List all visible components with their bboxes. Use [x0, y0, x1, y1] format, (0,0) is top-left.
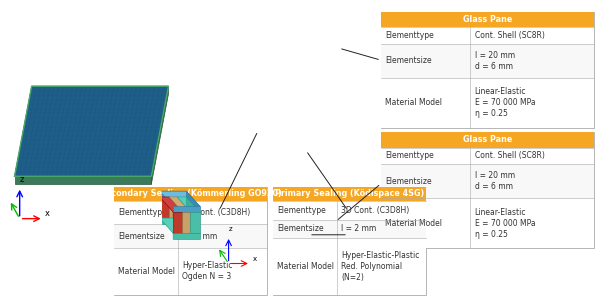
Polygon shape [173, 206, 200, 212]
Text: Elementtype: Elementtype [385, 151, 434, 160]
FancyBboxPatch shape [381, 78, 594, 128]
FancyBboxPatch shape [273, 238, 426, 295]
Text: Secondary Sealing (Kömmerling GO920): Secondary Sealing (Kömmerling GO920) [100, 189, 281, 198]
FancyBboxPatch shape [114, 187, 267, 295]
Text: 3D Cont. (C3D8H): 3D Cont. (C3D8H) [341, 206, 410, 215]
FancyBboxPatch shape [114, 187, 267, 201]
Text: l = 2 mm: l = 2 mm [182, 231, 218, 240]
Polygon shape [160, 218, 187, 224]
Text: Glass Pane: Glass Pane [463, 15, 512, 24]
Text: Elementtype: Elementtype [118, 208, 167, 217]
Polygon shape [173, 212, 182, 233]
FancyBboxPatch shape [273, 219, 426, 238]
Polygon shape [151, 86, 169, 184]
Polygon shape [177, 197, 187, 218]
Text: l = 2 mm: l = 2 mm [341, 225, 377, 234]
FancyBboxPatch shape [381, 27, 594, 44]
Polygon shape [14, 176, 151, 184]
Polygon shape [187, 191, 200, 212]
Text: Cont. Shell (SC8R): Cont. Shell (SC8R) [475, 151, 545, 160]
Polygon shape [160, 218, 200, 233]
Text: Hyper-Elastic-Plastic
Red. Polynomial
(N=2): Hyper-Elastic-Plastic Red. Polynomial (N… [341, 251, 420, 282]
Polygon shape [182, 212, 190, 233]
Text: Material Model: Material Model [277, 262, 334, 271]
Text: z: z [19, 175, 23, 184]
Text: Elementsize: Elementsize [277, 225, 324, 234]
FancyBboxPatch shape [114, 201, 267, 224]
Polygon shape [169, 197, 177, 218]
Text: Elementtype: Elementtype [385, 31, 434, 40]
Text: Linear-Elastic
E = 70 000 MPa
η = 0.25: Linear-Elastic E = 70 000 MPa η = 0.25 [475, 87, 535, 118]
Text: Elementtype: Elementtype [277, 206, 326, 215]
Text: 3D Cont. (C3D8H): 3D Cont. (C3D8H) [182, 208, 251, 217]
FancyBboxPatch shape [381, 198, 594, 248]
Text: l = 20 mm
d = 6 mm: l = 20 mm d = 6 mm [475, 51, 515, 71]
Polygon shape [173, 233, 200, 239]
Polygon shape [187, 218, 200, 239]
FancyBboxPatch shape [381, 12, 594, 128]
Polygon shape [177, 197, 200, 212]
FancyBboxPatch shape [273, 201, 426, 219]
Text: x: x [253, 256, 257, 262]
FancyBboxPatch shape [273, 187, 426, 295]
Polygon shape [160, 197, 182, 212]
Polygon shape [160, 197, 169, 218]
FancyBboxPatch shape [381, 44, 594, 78]
FancyBboxPatch shape [114, 224, 267, 248]
Text: Material Model: Material Model [118, 267, 175, 276]
Text: Material Model: Material Model [385, 219, 442, 228]
Text: Cont. Shell (SC8R): Cont. Shell (SC8R) [475, 31, 545, 40]
Text: Elementsize: Elementsize [385, 177, 432, 186]
Text: Elementsize: Elementsize [385, 56, 432, 65]
Text: z: z [229, 226, 233, 232]
FancyBboxPatch shape [381, 164, 594, 198]
Text: Glass Pane: Glass Pane [463, 135, 512, 144]
Text: x: x [44, 209, 50, 218]
Polygon shape [169, 197, 190, 212]
FancyBboxPatch shape [114, 248, 267, 295]
Polygon shape [160, 191, 200, 206]
Polygon shape [14, 86, 169, 176]
Polygon shape [187, 197, 200, 233]
Polygon shape [160, 191, 187, 197]
FancyBboxPatch shape [381, 132, 594, 248]
Text: l = 20 mm
d = 6 mm: l = 20 mm d = 6 mm [475, 171, 515, 191]
Text: Linear-Elastic
E = 70 000 MPa
η = 0.25: Linear-Elastic E = 70 000 MPa η = 0.25 [475, 207, 535, 239]
FancyBboxPatch shape [273, 187, 426, 201]
FancyBboxPatch shape [381, 147, 594, 164]
FancyBboxPatch shape [381, 12, 594, 27]
Polygon shape [190, 212, 200, 233]
Text: Hyper-Elastic
Ogden N = 3: Hyper-Elastic Ogden N = 3 [182, 261, 233, 281]
FancyBboxPatch shape [381, 132, 594, 147]
Text: Primary Sealing (Ködispace 4SG): Primary Sealing (Ködispace 4SG) [275, 189, 424, 198]
Text: Material Model: Material Model [385, 98, 442, 107]
Text: Elementsize: Elementsize [118, 231, 165, 240]
